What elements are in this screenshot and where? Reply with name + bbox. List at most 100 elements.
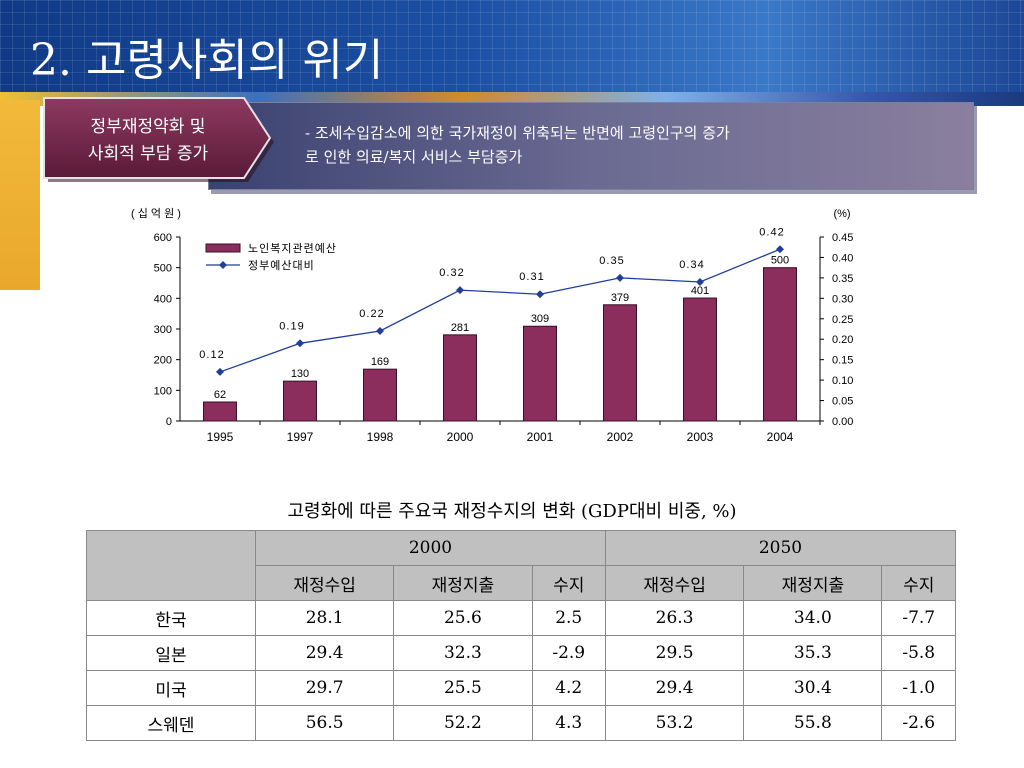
ratio-point-2000 [456,286,464,295]
x-tick-label: 2004 [767,430,794,444]
right-tick-label: 0.35 [832,273,853,285]
right-axis-title: (%) [833,208,850,220]
value-cell: 56.5 [254,705,395,741]
left-tick-label: 400 [154,293,172,305]
legend-bar-label: 노인복지관련예산 [248,242,337,255]
topic-label-line-1: 정부재정약화 및 [90,117,206,137]
bar-value-label: 62 [214,389,226,401]
right-tick-label: 0.40 [832,252,853,264]
right-tick-label: 0.10 [832,375,853,387]
value-cell: 29.5 [604,635,745,671]
value-cell: -7.7 [881,600,956,636]
bar-2000 [443,334,477,422]
value-cell: 35.3 [743,635,883,671]
right-tick-label: 0.30 [832,293,853,305]
bar-value-label: 500 [771,255,789,267]
left-axis-title: ( 십 억 원 ) [131,207,181,220]
ratio-series-line [219,248,781,373]
value-cell: -2.6 [881,705,956,741]
bar-2004 [763,267,797,422]
topic-label-text: 정부재정약화 및 사회적 부담 증가 [50,114,246,168]
value-cell: 55.8 [743,705,883,741]
x-tick-label: 2000 [447,430,474,444]
bar-value-label: 309 [531,313,549,325]
x-tick-label: 1997 [287,430,314,444]
sub-header-expenditure: 재정지출 [393,565,533,601]
value-cell: 32.3 [393,635,533,671]
right-tick-label: 0.15 [832,355,853,367]
bar-value-label: 281 [451,322,469,334]
value-cell: 53.2 [604,705,745,741]
left-tick-label: 200 [154,355,172,367]
bar-value-label: 379 [611,292,629,304]
table-row: 일본 29.4 32.3 -2.9 29.5 35.3 -5.8 [86,635,956,671]
value-cell: 4.3 [531,705,606,741]
ratio-point-2001 [536,290,544,299]
line-value-label: 0.31 [519,271,544,283]
x-tick-label: 2003 [687,430,714,444]
bar-1997 [283,380,317,422]
left-tick-label: 100 [154,385,172,397]
left-tick-label: 500 [154,263,172,275]
country-cell: 한국 [86,600,256,636]
right-tick-label: 0.45 [832,232,853,244]
value-cell: -1.0 [881,670,956,706]
sub-header-revenue: 재정수입 [254,565,395,601]
left-decorative-ribbon [0,100,40,290]
bar-1998 [363,368,397,422]
x-tick-label: 2001 [527,430,554,444]
label-arrow-shape [43,97,274,182]
value-cell: 29.7 [254,670,395,706]
value-cell: 2.5 [531,600,606,636]
year-header-2000: 2000 [255,530,606,566]
ratio-point-2002 [616,273,624,282]
value-cell: 29.4 [254,635,395,671]
description-text: - 조세수입감소에 의한 국가재정이 위축되는 반면에 고령인구의 증가 로 인… [305,124,730,166]
sub-header-expenditure: 재정지출 [743,565,883,601]
fiscal-balance-table: 2000 2050 재정수입 재정지출 수지 재정수입 재정지출 수지 한국 2… [86,530,957,741]
legend-line-marker [219,261,227,269]
right-tick-label: 0.00 [832,416,853,428]
value-cell: 28.1 [254,600,395,636]
line-value-label: 0.19 [279,320,304,332]
line-value-label: 0.34 [679,259,704,271]
ratio-point-2004 [776,245,784,254]
left-tick-label: 300 [154,324,172,336]
table-year-header-row: 2000 2050 [86,530,957,601]
sub-header-revenue: 재정수입 [604,565,745,601]
bar-2003 [683,297,717,422]
country-cell: 일본 [86,635,256,671]
value-cell: 25.5 [393,670,533,706]
bar-value-label: 169 [371,356,389,368]
right-tick-label: 0.25 [832,314,853,326]
bar-value-label: 130 [291,368,309,380]
value-cell: 25.6 [393,600,533,636]
topic-label: 정부재정약화 및 사회적 부담 증가 [42,96,276,186]
ratio-point-2003 [696,277,704,286]
table-row: 미국 29.7 25.5 4.2 29.4 30.4 -1.0 [86,670,956,706]
ratio-point-1997 [296,339,304,348]
value-cell: 34.0 [743,600,883,636]
x-tick-label: 1998 [367,430,394,444]
value-cell: 30.4 [743,670,883,706]
x-tick-label: 2002 [607,430,634,444]
budget-chart: 0 100 200 300 400 500 600 0.00 0.05 0.10 0.15 0.20 0… [131,207,853,444]
line-value-label: 0.12 [199,349,224,361]
ratio-point-1995 [216,367,224,376]
legend-bar-swatch [205,243,241,253]
table-caption: 고령화에 따른 주요국 재정수지의 변화 (GDP대비 비중, %) [287,501,737,522]
bar-value-label: 401 [691,285,709,297]
header-grid-pattern [0,0,1024,92]
value-cell: 4.2 [531,670,606,706]
table-row: 한국 28.1 25.6 2.5 26.3 34.0 -7.7 [86,600,956,636]
year-header-2050: 2050 [604,530,957,566]
country-cell: 미국 [86,670,256,706]
topic-label-line-2: 사회적 부담 증가 [87,144,209,164]
ratio-point-1998 [376,327,384,336]
value-cell: -2.9 [531,635,606,671]
line-value-label: 0.32 [439,267,464,279]
value-cell: 26.3 [604,600,745,636]
line-value-label: 0.22 [359,308,384,320]
left-tick-label: 0 [166,416,172,428]
line-value-label: 0.42 [759,226,784,238]
